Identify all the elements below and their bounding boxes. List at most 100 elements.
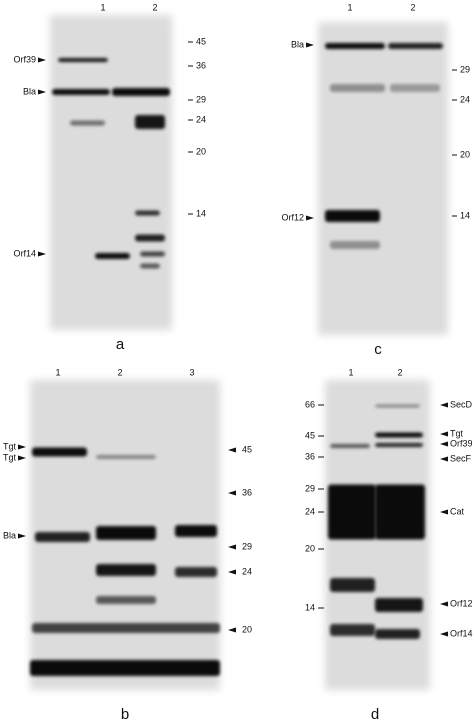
band <box>325 210 380 222</box>
lane-label: 2 <box>152 2 157 12</box>
arrow <box>18 444 26 450</box>
marker-label: 20 <box>242 624 252 634</box>
arrow <box>18 455 26 461</box>
band <box>140 263 160 269</box>
band <box>58 58 108 62</box>
band-label: Orf12 <box>450 598 473 608</box>
marker-label: 36 <box>305 451 315 461</box>
marker-label: 14 <box>460 210 470 220</box>
band-label: Tgt <box>3 452 17 462</box>
panel-label: a <box>116 336 125 353</box>
marker-label: 45 <box>305 430 315 440</box>
marker-label: 36 <box>196 60 206 70</box>
band <box>135 234 165 242</box>
marker-label: 45 <box>196 36 206 46</box>
band <box>96 564 156 576</box>
band-label: Orf39 <box>13 54 36 64</box>
band <box>140 251 165 257</box>
band <box>96 526 156 540</box>
gel <box>318 22 448 335</box>
lane-label: 1 <box>348 367 353 377</box>
band-label: Tgt <box>3 441 17 451</box>
marker-label: 24 <box>305 506 315 516</box>
band <box>330 624 375 636</box>
lane-label: 3 <box>189 367 194 377</box>
marker-label: 29 <box>242 541 252 551</box>
band-label: SecF <box>450 453 472 463</box>
band <box>95 253 130 259</box>
arrow <box>38 251 46 257</box>
band-label: Bla <box>3 530 16 540</box>
lane-label: 1 <box>100 2 105 12</box>
marker-label: 66 <box>305 399 315 409</box>
marker-label: 29 <box>196 94 206 104</box>
band <box>330 444 370 448</box>
band <box>328 484 376 540</box>
band <box>32 447 87 457</box>
band <box>330 84 385 92</box>
marker-label: 20 <box>460 149 470 159</box>
band <box>135 210 160 216</box>
marker-label: 29 <box>305 483 315 493</box>
band <box>330 578 375 592</box>
band <box>375 443 423 447</box>
marker-label: 14 <box>305 602 315 612</box>
marker-label: 45 <box>242 444 252 454</box>
band <box>30 660 220 676</box>
band-label: Orf14 <box>450 628 473 638</box>
gel <box>50 15 172 330</box>
band-label: SecD <box>450 399 473 409</box>
marker-label: 24 <box>460 94 470 104</box>
band-label: Orf12 <box>281 212 304 222</box>
arrow <box>228 627 236 633</box>
band <box>96 596 156 604</box>
arrow <box>440 456 448 462</box>
arrow <box>18 533 26 539</box>
arrow <box>38 89 46 95</box>
arrow <box>228 569 236 575</box>
band <box>175 567 217 577</box>
marker-label: 36 <box>242 487 252 497</box>
arrow <box>306 42 314 48</box>
arrow <box>440 431 448 437</box>
band <box>375 484 425 540</box>
band <box>70 120 105 126</box>
band <box>330 241 380 249</box>
band <box>135 115 165 129</box>
lane-label: 2 <box>410 2 415 12</box>
panel-label: b <box>121 706 129 721</box>
arrow <box>440 509 448 515</box>
band <box>390 84 440 92</box>
band <box>96 455 156 459</box>
marker-label: 29 <box>460 64 470 74</box>
lane-label: 1 <box>55 367 60 377</box>
marker-label: 24 <box>196 114 206 124</box>
lane-label: 2 <box>397 367 402 377</box>
band <box>52 89 110 95</box>
band-label: Cat <box>450 506 465 516</box>
marker-label: 14 <box>196 208 206 218</box>
arrow <box>228 447 236 453</box>
band <box>35 532 90 542</box>
arrow <box>440 441 448 447</box>
band-label: Tgt <box>450 428 464 438</box>
lane-label: 2 <box>117 367 122 377</box>
band <box>375 404 420 408</box>
arrow <box>440 631 448 637</box>
band <box>325 43 385 49</box>
band <box>375 598 423 612</box>
band <box>375 629 420 639</box>
band-label: Bla <box>23 86 36 96</box>
lane-label: 1 <box>347 2 352 12</box>
arrow <box>228 544 236 550</box>
band <box>175 525 217 537</box>
panel-label: d <box>371 706 379 721</box>
band <box>375 432 423 438</box>
band <box>112 88 170 96</box>
marker-label: 24 <box>242 566 252 576</box>
band <box>388 43 443 49</box>
arrow <box>440 601 448 607</box>
band-label: Bla <box>291 39 304 49</box>
marker-label: 20 <box>196 146 206 156</box>
